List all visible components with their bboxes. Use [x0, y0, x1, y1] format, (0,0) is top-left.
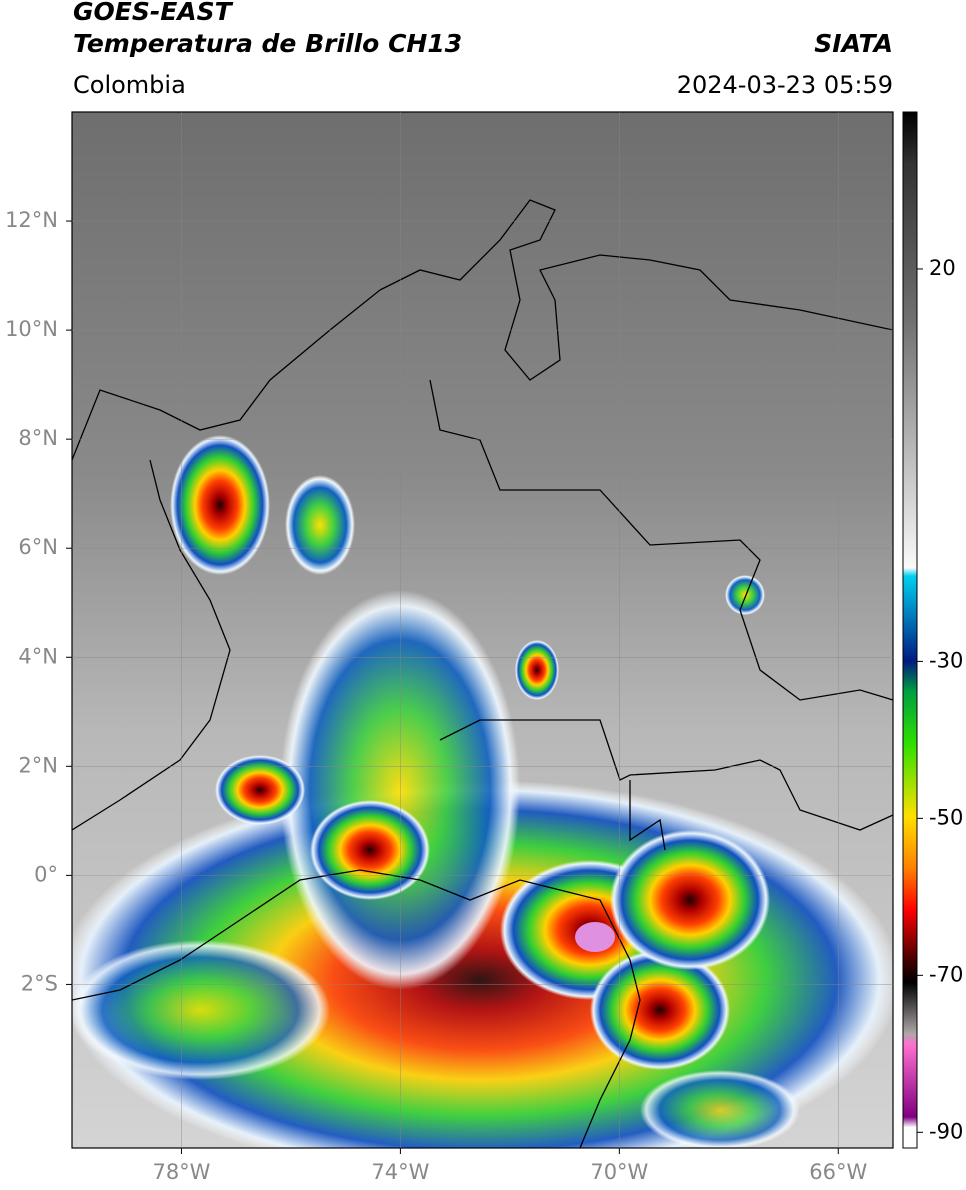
- x-tick-label: 66°W: [809, 1160, 867, 1184]
- y-tick-label: 4°N: [18, 644, 58, 668]
- colorbar-tick-label: -90: [929, 1119, 963, 1143]
- title: GOES-EAST: [73, 0, 234, 26]
- map-image: [72, 112, 893, 1148]
- colorbar-tick-label: 20: [929, 256, 956, 280]
- x-tick-label: 70°W: [590, 1160, 648, 1184]
- subtitle: Temperatura de Brillo CH13: [73, 29, 462, 58]
- y-tick-label: 2°S: [21, 971, 58, 995]
- source: SIATA: [814, 29, 893, 58]
- colorbar-tick-label: -30: [929, 648, 963, 672]
- region: Colombia: [73, 71, 186, 99]
- y-tick-label: 8°N: [18, 426, 58, 450]
- y-tick-label: 6°N: [18, 535, 58, 559]
- colorbar-tick-label: -70: [929, 962, 963, 986]
- colorbar-tick-label: -50: [929, 805, 963, 829]
- x-tick-label: 78°W: [152, 1160, 210, 1184]
- y-tick-label: 12°N: [5, 208, 58, 232]
- y-tick-label: 2°N: [18, 753, 58, 777]
- x-tick-label: 74°W: [371, 1160, 429, 1184]
- colorbar: [902, 111, 918, 1149]
- y-tick-label: 0°: [34, 862, 58, 886]
- datetime: 2024-03-23 05:59: [677, 71, 893, 99]
- y-tick-label: 10°N: [5, 317, 58, 341]
- map-frame: [71, 111, 894, 1149]
